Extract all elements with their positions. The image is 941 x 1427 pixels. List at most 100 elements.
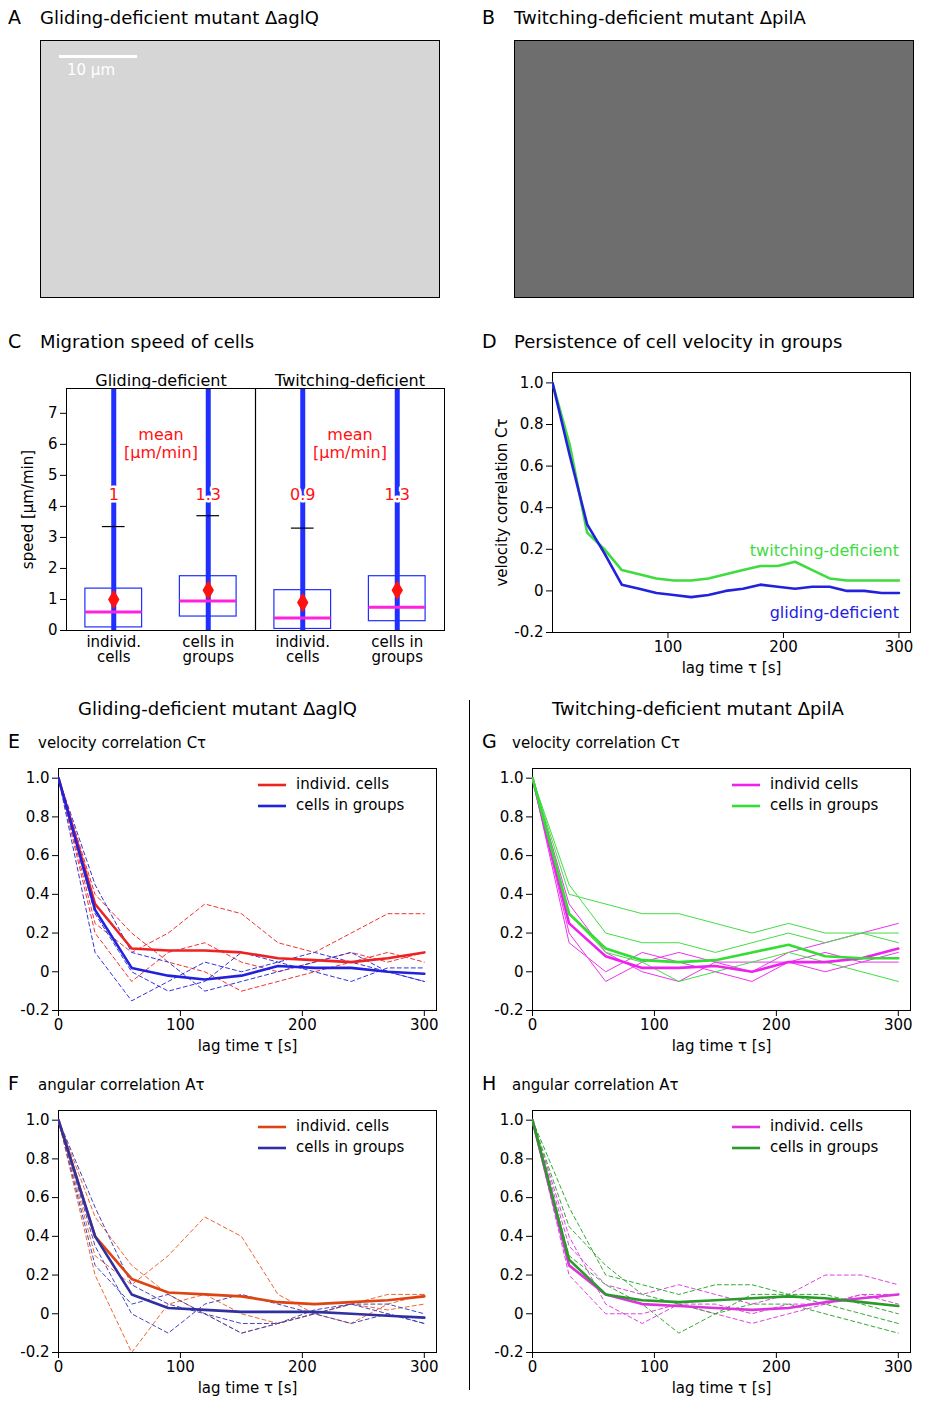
svg-text:300: 300 — [884, 1358, 913, 1376]
svg-text:0.6: 0.6 — [26, 846, 50, 864]
html-text:velocity correlation Cτ: velocity correlation Cτ — [512, 734, 681, 752]
svg-text:4: 4 — [48, 497, 58, 515]
html-text:Twitching-deficient mutant Δpi: Twitching-deficient mutant ΔpilA — [552, 698, 844, 719]
svg-text:100: 100 — [640, 1016, 669, 1034]
html-text:velocity correlation Cτ: velocity correlation Cτ — [38, 734, 207, 752]
html-text:individ. cells: individ. cells — [296, 1117, 390, 1135]
html-text:cells in groups: cells in groups — [770, 796, 879, 814]
svg-text:twitching-deficient: twitching-deficient — [750, 541, 899, 560]
svg-text:300: 300 — [884, 1016, 913, 1034]
svg-text:1.0: 1.0 — [500, 769, 524, 787]
svg-text:1.0: 1.0 — [500, 1111, 524, 1129]
svg-text:1.0: 1.0 — [26, 769, 50, 787]
svg-text:0.8: 0.8 — [500, 1150, 524, 1168]
svg-text:lag time τ [s]: lag time τ [s] — [682, 659, 782, 677]
svg-text:individ.cells: individ.cells — [86, 633, 141, 666]
html-text:Twitching-deficient mutant Δpi: Twitching-deficient mutant ΔpilA — [514, 7, 806, 28]
svg-text:0.8: 0.8 — [26, 1150, 50, 1168]
svg-text:0: 0 — [54, 1358, 64, 1376]
svg-text:300: 300 — [410, 1358, 439, 1376]
svg-text:cells ingroups: cells ingroups — [371, 633, 423, 666]
svg-text:3: 3 — [48, 528, 58, 546]
html-text:angular correlation Aτ: angular correlation Aτ — [38, 1076, 205, 1094]
svg-text:0: 0 — [514, 963, 524, 981]
svg-text:0.6: 0.6 — [500, 1188, 524, 1206]
svg-text:0.2: 0.2 — [500, 1266, 524, 1284]
svg-text:1: 1 — [48, 590, 58, 608]
svg-text:gliding-deficient: gliding-deficient — [770, 603, 899, 622]
svg-text:0.8: 0.8 — [26, 808, 50, 826]
svg-text:lag time τ [s]: lag time τ [s] — [198, 1037, 298, 1055]
svg-text:0.8: 0.8 — [520, 415, 544, 433]
svg-text:0: 0 — [528, 1016, 538, 1034]
svg-text:7: 7 — [48, 404, 58, 422]
svg-text:velocity correlation Cτ: velocity correlation Cτ — [493, 418, 511, 586]
svg-text:-0.2: -0.2 — [20, 1001, 49, 1019]
svg-text:2: 2 — [48, 559, 58, 577]
svg-text:1.3: 1.3 — [196, 485, 221, 504]
svg-text:100: 100 — [654, 638, 683, 656]
svg-text:0: 0 — [514, 1305, 524, 1323]
svg-text:6: 6 — [48, 435, 58, 453]
svg-text:lag time τ [s]: lag time τ [s] — [672, 1379, 772, 1397]
svg-text:200: 200 — [762, 1358, 791, 1376]
svg-text:0.2: 0.2 — [26, 1266, 50, 1284]
svg-text:1.0: 1.0 — [520, 374, 544, 392]
html-text:Gliding-deficient mutant ΔaglQ: Gliding-deficient mutant ΔaglQ — [40, 7, 319, 28]
svg-text:0: 0 — [40, 1305, 50, 1323]
svg-text:200: 200 — [288, 1358, 317, 1376]
svg-text:200: 200 — [288, 1016, 317, 1034]
svg-text:1.3: 1.3 — [385, 485, 410, 504]
html-text:Gliding-deficient mutant ΔaglQ: Gliding-deficient mutant ΔaglQ — [78, 698, 357, 719]
svg-text:0: 0 — [534, 582, 544, 600]
svg-text:0.2: 0.2 — [500, 924, 524, 942]
svg-text:200: 200 — [762, 1016, 791, 1034]
svg-text:0.6: 0.6 — [520, 457, 544, 475]
svg-text:0.4: 0.4 — [500, 1227, 524, 1245]
svg-text:-0.2: -0.2 — [514, 623, 543, 641]
svg-text:-0.2: -0.2 — [494, 1001, 523, 1019]
svg-text:0.9: 0.9 — [290, 485, 315, 504]
svg-text:Twitching-deficient: Twitching-deficient — [274, 371, 425, 390]
svg-text:100: 100 — [166, 1016, 195, 1034]
svg-text:0.8: 0.8 — [500, 808, 524, 826]
svg-text:0.4: 0.4 — [500, 885, 524, 903]
svg-text:cells ingroups: cells ingroups — [182, 633, 234, 666]
svg-text:Gliding-deficient: Gliding-deficient — [95, 371, 227, 390]
svg-text:0: 0 — [54, 1016, 64, 1034]
svg-text:200: 200 — [769, 638, 798, 656]
svg-text:individ.cells: individ.cells — [275, 633, 330, 666]
svg-text:0: 0 — [40, 963, 50, 981]
svg-text:0.2: 0.2 — [26, 924, 50, 942]
svg-text:100: 100 — [640, 1358, 669, 1376]
svg-text:300: 300 — [410, 1016, 439, 1034]
svg-text:-0.2: -0.2 — [494, 1343, 523, 1361]
html-text:cells in groups: cells in groups — [296, 796, 405, 814]
svg-text:100: 100 — [166, 1358, 195, 1376]
svg-text:0.4: 0.4 — [520, 499, 544, 517]
svg-text:0.6: 0.6 — [500, 846, 524, 864]
svg-text:mean[μm/min]: mean[μm/min] — [313, 425, 387, 462]
svg-text:300: 300 — [885, 638, 914, 656]
html-text:individ cells: individ cells — [770, 775, 859, 793]
svg-text:0.2: 0.2 — [520, 540, 544, 558]
html-text:Persistence of cell velocity i: Persistence of cell velocity in groups — [514, 331, 843, 352]
svg-text:speed [μm/min]: speed [μm/min] — [19, 450, 37, 569]
svg-text:0: 0 — [528, 1358, 538, 1376]
html-text:cells in groups: cells in groups — [296, 1138, 405, 1156]
svg-text:0.6: 0.6 — [26, 1188, 50, 1206]
html-text:angular correlation Aτ: angular correlation Aτ — [512, 1076, 679, 1094]
svg-text:1.0: 1.0 — [26, 1111, 50, 1129]
svg-text:lag time τ [s]: lag time τ [s] — [672, 1037, 772, 1055]
html-text:10 μm: 10 μm — [67, 61, 115, 79]
html-text:individ. cells: individ. cells — [296, 775, 390, 793]
svg-text:0: 0 — [48, 621, 58, 639]
svg-text:5: 5 — [48, 466, 58, 484]
svg-text:-0.2: -0.2 — [20, 1343, 49, 1361]
svg-text:mean[μm/min]: mean[μm/min] — [124, 425, 198, 462]
svg-text:0.4: 0.4 — [26, 885, 50, 903]
svg-text:lag time τ [s]: lag time τ [s] — [198, 1379, 298, 1397]
svg-text:1: 1 — [109, 485, 119, 504]
svg-text:0.4: 0.4 — [26, 1227, 50, 1245]
html-text:Migration speed of cells: Migration speed of cells — [40, 331, 255, 352]
